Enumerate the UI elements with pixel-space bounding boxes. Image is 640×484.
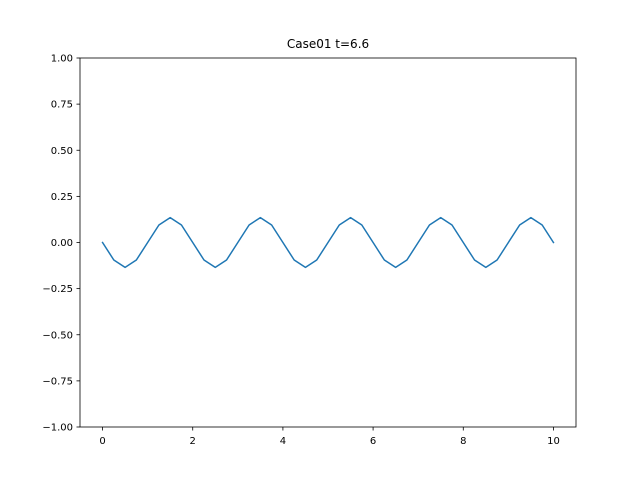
x-tick-label: 0 xyxy=(99,436,105,447)
y-tick-label: −0.25 xyxy=(42,284,73,295)
y-tick-label: −0.75 xyxy=(42,376,73,387)
y-tick-label: −0.50 xyxy=(42,330,73,341)
x-tick-label: 6 xyxy=(370,436,376,447)
y-tick-label: −1.00 xyxy=(42,423,73,434)
x-tick-label: 10 xyxy=(547,436,560,447)
chart-title: Case01 t=6.6 xyxy=(287,37,369,51)
axes-frame xyxy=(79,57,577,428)
y-tick-label: 0.75 xyxy=(51,100,73,111)
x-tick-label: 2 xyxy=(190,436,196,447)
x-tick-label: 8 xyxy=(460,436,466,447)
y-axis: −1.00 −0.75 −0.50 −0.25 0.00 0.25 0.50 0.75 1.00 xyxy=(42,54,80,434)
plot-area xyxy=(101,216,555,269)
y-tick-label: 1.00 xyxy=(51,54,73,65)
y-tick-label: 0.50 xyxy=(51,146,73,157)
x-tick-label: 4 xyxy=(280,436,286,447)
y-tick-label: 0.00 xyxy=(51,238,73,249)
series-line-0 xyxy=(101,216,555,269)
x-axis: 0 2 4 6 8 10 xyxy=(99,427,560,447)
y-tick-label: 0.25 xyxy=(51,192,73,203)
